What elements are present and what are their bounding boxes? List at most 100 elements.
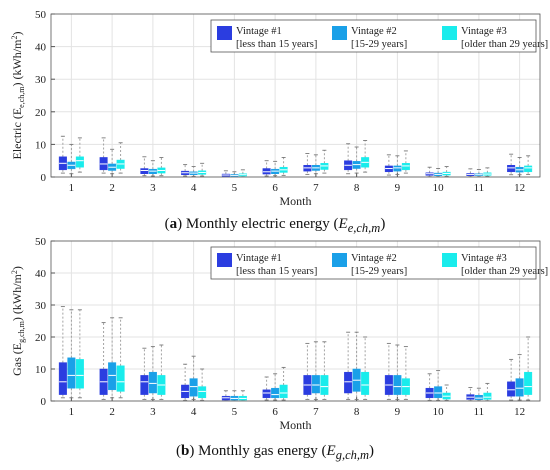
box-body — [474, 394, 483, 400]
box-body — [198, 386, 207, 399]
box-s1-m5 — [221, 170, 230, 178]
box-s3-m7 — [320, 341, 329, 400]
caption-a: (a) Monthly electric energy (Ee,ch,m) — [164, 216, 386, 235]
box-s1-m11 — [466, 168, 475, 178]
box-body — [108, 362, 117, 391]
legend: Vintage #1 [less than 15 years] Vintage #2… — [210, 19, 548, 53]
box-s1-m7 — [303, 153, 312, 175]
legend: Vintage #1 [less than 15 years] Vintage #2… — [210, 246, 548, 280]
box-body — [434, 386, 443, 399]
y-tick-label-0: 0 — [41, 396, 47, 408]
box-body — [262, 389, 271, 399]
box-s1-m8 — [344, 331, 353, 400]
box-s2-m7 — [311, 341, 320, 400]
legend-desc-1: [less than 15 years] — [236, 39, 317, 50]
legend-name-3: Vintage #3 — [461, 26, 507, 37]
box-body — [189, 378, 198, 397]
box-s2-m12 — [515, 156, 524, 176]
box-body — [58, 362, 67, 395]
box-body — [75, 359, 84, 389]
x-tick-label-6: 7 — [313, 406, 319, 418]
box-s1-m10 — [425, 166, 434, 178]
box-body — [344, 371, 353, 394]
box-s2-m11 — [474, 169, 483, 178]
caption-b-text: Monthly gas energy ( — [194, 443, 327, 459]
y-tick-label-2: 20 — [35, 107, 47, 119]
x-tick-label-9: 10 — [433, 182, 445, 194]
legend-box — [210, 246, 537, 280]
x-tick-label-8: 9 — [395, 406, 401, 418]
box-s1-m5 — [221, 390, 230, 402]
x-axis-label: Month — [279, 418, 311, 432]
box-s1-m10 — [425, 373, 434, 401]
box-s3-m5 — [238, 169, 247, 178]
y-tick-label-4: 40 — [35, 42, 47, 54]
plot-frame — [50, 13, 541, 178]
box-s3-m10 — [442, 166, 451, 177]
x-tick-label-7: 8 — [354, 406, 360, 418]
caption-b-close: ) — [369, 443, 375, 459]
box-s2-m4 — [189, 355, 198, 400]
box-s2-m4 — [189, 166, 198, 177]
box-s3-m9 — [401, 346, 410, 400]
legend-name-1: Vintage #1 — [236, 26, 282, 37]
box-s2-m9 — [393, 344, 402, 400]
y-tick-label-5: 50 — [35, 9, 47, 21]
box-s3-m9 — [401, 150, 410, 174]
x-tick-label-9: 10 — [433, 406, 445, 418]
box-s2-m2 — [108, 317, 117, 399]
box-s3-m8 — [361, 140, 370, 173]
legend-desc-2: [15-29 years] — [351, 39, 407, 50]
box-s2-m7 — [311, 154, 320, 175]
box-s2-m3 — [148, 160, 157, 177]
box-s1-m9 — [384, 342, 393, 400]
box-body — [515, 378, 524, 397]
box-s2-m1 — [67, 143, 76, 175]
legend-desc-3: [older than 29 years] — [461, 39, 548, 50]
x-tick-label-1: 2 — [109, 406, 115, 418]
x-tick-label-10: 11 — [474, 406, 485, 418]
box-s2-m2 — [108, 148, 117, 175]
x-tick-label-0: 1 — [69, 182, 75, 194]
box-s2-m1 — [67, 309, 76, 399]
box-s3-m1 — [75, 309, 84, 399]
box-s1-m3 — [140, 347, 149, 400]
box-s3-m12 — [524, 155, 533, 175]
box-s3-m1 — [75, 137, 84, 173]
box-s2-m6 — [271, 373, 280, 401]
box-s3-m12 — [524, 336, 533, 401]
caption-b-symbol: E — [326, 443, 336, 459]
legend-swatch-1 — [217, 253, 232, 267]
x-tick-label-7: 8 — [354, 182, 360, 194]
box-body — [116, 365, 125, 392]
box-s3-m7 — [320, 149, 329, 174]
box-s3-m6 — [279, 366, 288, 401]
box-s1-m6 — [262, 160, 271, 177]
caption-a-text: Monthly electric energy ( — [182, 216, 339, 232]
legend-name-1: Vintage #1 — [236, 253, 282, 264]
x-tick-label-1: 2 — [109, 182, 115, 194]
x-tick-label-0: 1 — [69, 406, 75, 418]
box-s2-m11 — [474, 387, 483, 402]
x-tick-label-11: 12 — [514, 406, 525, 418]
box-s3-m2 — [116, 317, 125, 399]
box-s3-m5 — [238, 390, 247, 402]
caption-b: (b) Monthly gas energy (Eg,ch,m) — [175, 443, 375, 462]
y-tick-label-2: 20 — [35, 332, 47, 344]
box-s2-m10 — [434, 370, 443, 401]
box-body — [148, 371, 157, 394]
box-s2-m8 — [352, 331, 361, 400]
legend-swatch-2 — [332, 253, 347, 267]
x-axis-label: Month — [279, 194, 311, 208]
legend-swatch-2 — [332, 26, 347, 40]
caption-a-close: ) — [380, 216, 386, 232]
box-s2-m12 — [515, 354, 524, 401]
box-s2-m9 — [393, 155, 402, 175]
x-tick-label-6: 7 — [313, 182, 319, 194]
box-body — [507, 381, 516, 397]
box-body — [311, 375, 320, 394]
legend-swatch-1 — [217, 26, 232, 40]
y-axis-label: Electric (Ee,ch,m) (kWh/m2) — [10, 32, 26, 160]
